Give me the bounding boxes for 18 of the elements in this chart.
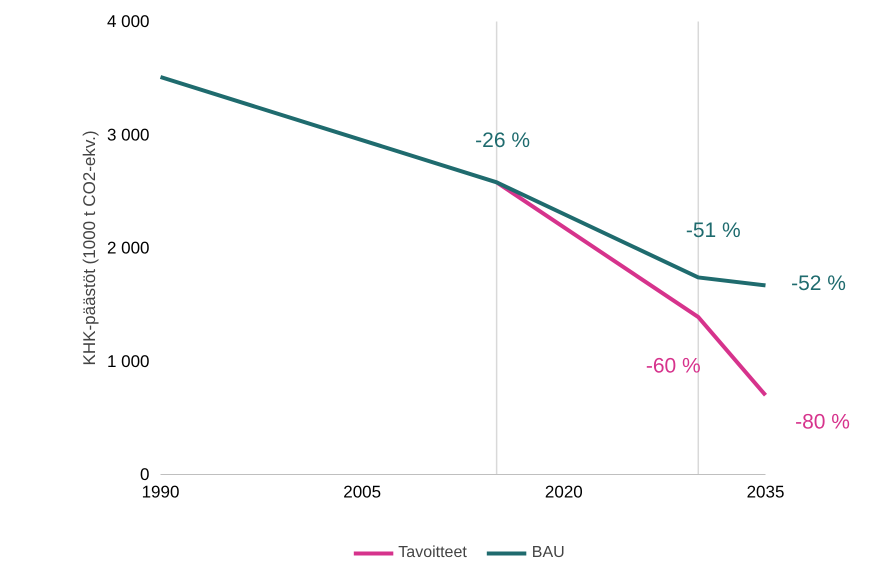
annotation: -52 % [791, 272, 846, 295]
x-tick-label: 2020 [544, 482, 583, 502]
annotation: -60 % [646, 354, 701, 378]
y-tick-label: 0 [140, 465, 150, 484]
y-axis-title: KHK-päästöt (1000 t CO2-ekv.) [80, 130, 99, 366]
annotation: -26 % [475, 128, 530, 152]
y-tick-label: 3 000 [106, 125, 150, 144]
y-tick-label: 4 000 [106, 12, 150, 31]
line-series [158, 74, 768, 288]
x-tick-label: 2005 [343, 482, 382, 502]
annotation: -80 % [795, 410, 850, 434]
annotation: -51 % [686, 218, 741, 242]
legend-label: Tavoitteet [398, 544, 467, 562]
y-tick-label: 1 000 [106, 352, 150, 371]
x-tick-label: 2035 [746, 482, 784, 502]
x-tick-label: 1990 [142, 482, 180, 502]
y-tick-label: 2 000 [106, 238, 150, 258]
legend-label: BAU [532, 544, 565, 562]
